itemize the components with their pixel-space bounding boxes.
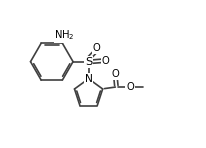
Text: O: O [111, 69, 119, 79]
Text: S: S [85, 57, 92, 67]
Text: O: O [101, 56, 109, 66]
Text: N: N [85, 74, 92, 84]
Text: O: O [93, 43, 100, 53]
Text: NH$_2$: NH$_2$ [54, 28, 75, 42]
Text: O: O [126, 82, 134, 92]
